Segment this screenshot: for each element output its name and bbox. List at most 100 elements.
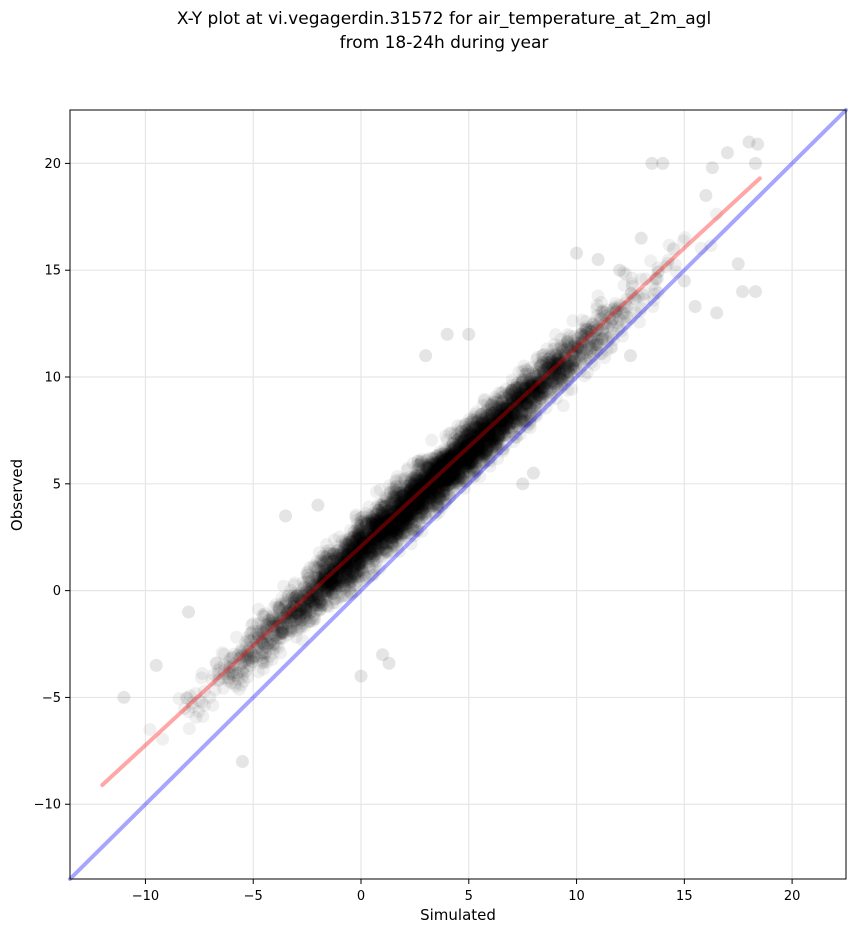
data-point: [402, 483, 416, 497]
data-point: [352, 557, 366, 571]
data-point: [499, 391, 513, 405]
data-point: [407, 487, 421, 501]
data-point: [407, 490, 421, 504]
data-point: [426, 452, 440, 466]
data-point: [252, 629, 266, 643]
data-point: [408, 496, 422, 510]
data-point: [479, 435, 493, 449]
data-point: [369, 533, 383, 547]
data-point: [429, 455, 443, 469]
data-point: [442, 462, 456, 476]
data-point: [424, 488, 438, 502]
data-point: [182, 722, 196, 736]
data-point: [501, 411, 515, 425]
data-point: [289, 606, 303, 620]
data-point: [405, 493, 419, 507]
data-point: [559, 349, 573, 363]
data-point: [405, 505, 419, 519]
data-point: [497, 428, 511, 442]
data-point: [704, 239, 718, 253]
data-point: [280, 624, 294, 638]
data-point: [590, 298, 604, 312]
data-point: [564, 354, 578, 368]
data-point: [510, 419, 524, 433]
data-point: [310, 593, 324, 607]
data-point: [545, 374, 559, 388]
data-point: [316, 574, 330, 588]
data-point: [331, 570, 345, 584]
data-point: [338, 535, 352, 549]
data-point: [413, 489, 427, 503]
data-point: [496, 429, 510, 443]
data-point: [486, 428, 500, 442]
data-point: [335, 570, 349, 584]
data-point: [595, 332, 609, 346]
data-point: [345, 543, 359, 557]
data-point: [313, 574, 327, 588]
data-point: [460, 457, 474, 471]
data-point: [528, 401, 542, 415]
data-point: [462, 449, 476, 463]
data-point: [355, 563, 369, 577]
data-point: [241, 670, 255, 684]
data-point: [490, 417, 504, 431]
data-point: [396, 507, 410, 521]
data-point: [338, 538, 352, 552]
data-point: [323, 578, 337, 592]
data-point: [259, 621, 273, 635]
data-point: [301, 592, 315, 606]
data-point: [479, 421, 493, 435]
data-point: [440, 461, 454, 475]
data-point: [379, 524, 393, 538]
data-point: [258, 647, 272, 661]
data-point: [494, 417, 508, 431]
data-point: [283, 607, 297, 621]
data-point: [303, 605, 317, 619]
data-point: [458, 449, 472, 463]
data-point: [372, 536, 386, 550]
data-point: [341, 554, 355, 568]
data-point: [430, 456, 444, 470]
data-point: [411, 478, 425, 492]
data-point: [500, 410, 514, 424]
data-point: [353, 528, 367, 542]
data-point: [492, 429, 506, 443]
data-point: [390, 508, 404, 522]
data-point: [563, 342, 577, 356]
data-point: [321, 588, 335, 602]
data-point: [512, 421, 526, 435]
data-point: [410, 521, 424, 535]
data-point: [427, 489, 441, 503]
data-point: [520, 400, 534, 414]
data-point: [313, 579, 327, 593]
data-point: [349, 559, 363, 573]
data-point: [481, 449, 495, 463]
data-point: [324, 578, 338, 592]
data-point: [555, 377, 569, 391]
data-point: [481, 418, 495, 432]
data-point: [522, 388, 536, 402]
data-point: [458, 440, 472, 454]
data-point: [460, 450, 474, 464]
data-point: [559, 364, 573, 378]
data-point: [571, 332, 585, 346]
data-point: [406, 522, 420, 536]
data-point: [543, 367, 557, 381]
data-point: [451, 419, 465, 433]
data-point: [440, 464, 454, 478]
data-point: [494, 420, 508, 434]
data-point: [450, 449, 464, 463]
data-point: [267, 616, 281, 630]
data-point: [569, 353, 583, 367]
data-point: [520, 381, 534, 395]
data-point: [453, 438, 467, 452]
data-point: [371, 536, 385, 550]
data-point: [379, 514, 393, 528]
data-point: [419, 458, 433, 472]
data-point: [524, 372, 538, 386]
data-point: [491, 407, 505, 421]
data-point: [412, 495, 426, 509]
data-point: [484, 422, 498, 436]
data-point: [417, 495, 431, 509]
data-point: [546, 360, 560, 374]
